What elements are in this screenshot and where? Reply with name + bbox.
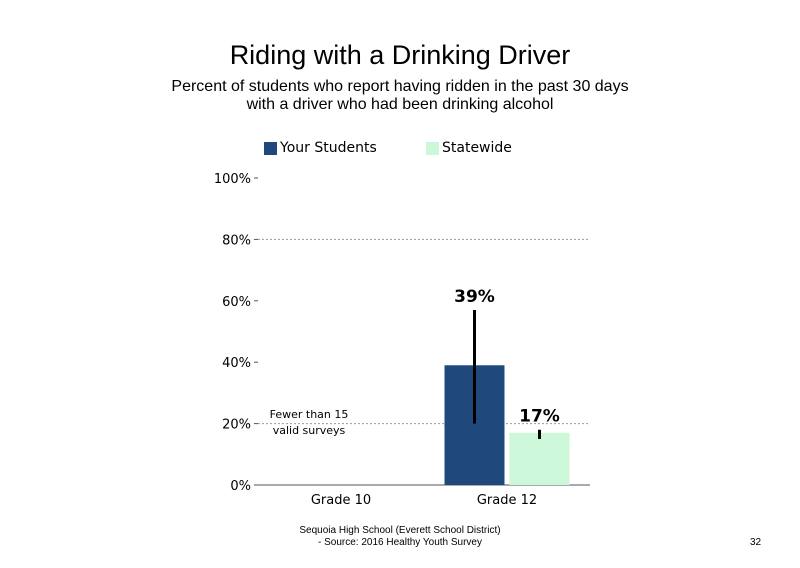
subtitle-line-1: Percent of students who report having ri… [171, 78, 629, 95]
legend-label-statewide: Statewide [442, 140, 512, 156]
subtitle-line-2: with a driver who had been drinking alco… [246, 96, 554, 113]
footer-source-line: - Source: 2016 Healthy Youth Survey [318, 537, 482, 548]
legend-swatch-statewide [426, 142, 439, 155]
legend-label-your-students: Your Students [280, 140, 377, 156]
chart-subtitle: Percent of students who report having ri… [170, 78, 630, 114]
legend-swatch-your-students [264, 142, 277, 155]
chart-title: Riding with a Drinking Driver [229, 40, 571, 70]
x-tick-label: Grade 12 [477, 493, 537, 508]
bar [509, 432, 570, 485]
y-tick-label: 0% [230, 479, 251, 494]
y-tick-label: 100% [214, 172, 251, 187]
page-number: 32 [750, 537, 762, 548]
x-tick-label: Grade 10 [311, 493, 371, 508]
annotation-insufficient-data: Fewer than 15 valid surveys [270, 408, 349, 437]
y-tick-label: 40% [222, 356, 251, 371]
y-tick-label: 20% [222, 418, 251, 433]
footer-school: Sequoia High School (Everett School Dist… [299, 525, 501, 536]
y-tick-label: 80% [222, 233, 251, 248]
data-label: 17% [519, 407, 560, 427]
footer-source: Sequoia High School (Everett School Dist… [200, 525, 600, 549]
data-label: 39% [454, 287, 495, 307]
y-tick-label: 60% [222, 295, 251, 310]
